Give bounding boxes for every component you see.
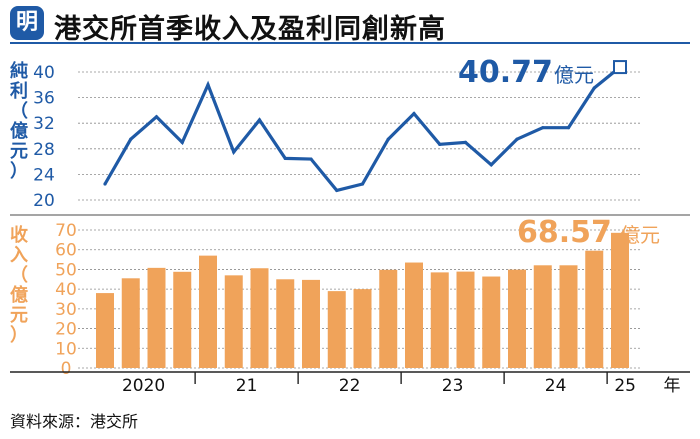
profit-point bbox=[438, 142, 442, 146]
profit-point bbox=[206, 83, 210, 87]
revenue-bar bbox=[147, 267, 166, 368]
profit-point bbox=[257, 118, 262, 122]
profit-point bbox=[412, 112, 416, 116]
revenue-bar bbox=[508, 269, 526, 368]
revenue-bar bbox=[585, 250, 604, 368]
revenue-bar bbox=[121, 278, 140, 368]
revenue-y-tick-label: 40 bbox=[55, 280, 77, 300]
x-tick-label: 24 bbox=[545, 376, 567, 396]
revenue-bar bbox=[302, 279, 320, 368]
revenue-axis-label: 收入（億元） bbox=[10, 225, 28, 346]
revenue-bar bbox=[276, 279, 295, 368]
profit-callout-value: 40.77 bbox=[458, 55, 553, 90]
revenue-bar bbox=[405, 262, 423, 368]
revenue-bar bbox=[430, 272, 449, 368]
revenue-bar bbox=[559, 265, 578, 368]
profit-point bbox=[309, 157, 313, 161]
revenue-bar bbox=[482, 276, 501, 368]
x-tick-label: 22 bbox=[339, 376, 361, 396]
x-tick-label: 25 bbox=[614, 376, 636, 396]
profit-point bbox=[566, 126, 571, 130]
revenue-callout-value: 68.57 bbox=[517, 215, 612, 250]
revenue-y-tick-label: 10 bbox=[55, 339, 77, 359]
x-tick-label: 2020 bbox=[122, 376, 165, 396]
revenue-y-tick-label: 70 bbox=[55, 221, 77, 241]
profit-point bbox=[129, 137, 133, 141]
profit-axis-label: 純利（億元） bbox=[10, 61, 28, 182]
profit-point bbox=[489, 163, 493, 167]
profit-point bbox=[592, 86, 596, 90]
header-bar: 明 港交所首季收入及盈利同創新高 bbox=[10, 4, 690, 45]
profit-point bbox=[386, 137, 390, 141]
profit-y-tick-label: 28 bbox=[33, 140, 55, 160]
chart-title: 港交所首季收入及盈利同創新高 bbox=[54, 14, 446, 45]
profit-y-tick-label: 40 bbox=[33, 63, 55, 83]
profit-point bbox=[463, 140, 468, 144]
revenue-bar bbox=[611, 232, 629, 368]
revenue-y-tick-label: 30 bbox=[55, 300, 77, 320]
revenue-bar bbox=[533, 265, 552, 368]
revenue-bar bbox=[327, 291, 346, 368]
profit-y-tick-label: 36 bbox=[33, 89, 55, 109]
profit-y-tick-label: 32 bbox=[33, 114, 55, 134]
profit-point bbox=[154, 115, 159, 119]
profit-callout-unit: 億元 bbox=[554, 63, 594, 87]
revenue-bar bbox=[250, 268, 269, 368]
profit-last-point-marker bbox=[613, 60, 627, 75]
revenue-y-tick-label: 50 bbox=[55, 260, 77, 280]
profit-point bbox=[180, 140, 184, 144]
revenue-callout-unit: 億元 bbox=[620, 223, 660, 247]
revenue-bar bbox=[199, 255, 217, 368]
profit-y-tick-label: 24 bbox=[33, 165, 55, 185]
profit-point bbox=[541, 126, 545, 130]
revenue-y-tick-label: 0 bbox=[61, 359, 72, 379]
logo-badge: 明 bbox=[10, 6, 44, 40]
profit-y-tick-label: 20 bbox=[33, 191, 55, 211]
revenue-bar bbox=[96, 293, 114, 368]
profit-point bbox=[360, 182, 365, 186]
revenue-y-tick-label: 60 bbox=[55, 241, 77, 261]
revenue-bar bbox=[379, 269, 398, 368]
x-tick-label: 23 bbox=[442, 376, 464, 396]
revenue-bar bbox=[456, 271, 475, 368]
x-tick-label: 21 bbox=[236, 376, 258, 396]
revenue-bar bbox=[224, 275, 243, 368]
profit-point bbox=[103, 182, 107, 186]
revenue-bar bbox=[353, 289, 372, 368]
profit-point bbox=[283, 156, 287, 160]
profit-point bbox=[515, 137, 519, 141]
profit-point bbox=[335, 188, 339, 192]
profit-point bbox=[232, 150, 236, 154]
x-axis-unit: 年 bbox=[664, 376, 681, 396]
revenue-bar bbox=[173, 271, 192, 368]
revenue-y-tick-label: 20 bbox=[55, 320, 77, 340]
source-note: 資料來源：港交所 bbox=[10, 412, 139, 431]
